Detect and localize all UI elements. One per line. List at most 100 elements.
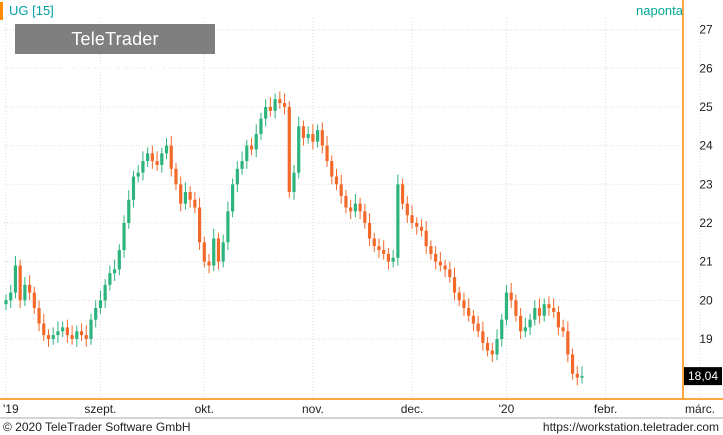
candle-body: [434, 253, 438, 262]
candle-body: [79, 331, 84, 336]
candle-body: [188, 192, 192, 200]
candle-body: [249, 145, 254, 150]
candle-body: [424, 230, 428, 247]
candle-body: [141, 161, 145, 173]
candle-body: [150, 153, 154, 162]
candle-body: [226, 211, 230, 243]
candle-body: [570, 354, 575, 374]
candle-body: [556, 311, 560, 328]
candle-body: [311, 134, 315, 142]
candle-body: [259, 118, 263, 135]
candle-body: [344, 195, 348, 208]
candle-body: [485, 342, 490, 351]
candle-body: [169, 145, 173, 169]
candle-body: [122, 222, 126, 251]
candle-body: [75, 331, 79, 339]
candle-body: [542, 304, 546, 316]
candle-body: [523, 327, 527, 332]
y-tick-label: 21: [699, 255, 713, 269]
brand-logo: TeleTrader WorkStation: [15, 24, 215, 79]
candle-body: [495, 338, 499, 355]
candle-body: [349, 207, 353, 212]
candle-body: [320, 130, 324, 146]
candle-body: [231, 184, 235, 212]
candle-body: [575, 373, 579, 378]
candle-body: [160, 153, 164, 165]
candle-body: [56, 331, 60, 336]
candle-body: [112, 269, 117, 274]
y-tick-label: 22: [699, 216, 713, 230]
candle-body: [353, 203, 357, 212]
candle-body: [552, 308, 556, 312]
candle-body: [367, 222, 372, 239]
candle-body: [533, 308, 537, 320]
source-url[interactable]: https://workstation.teletrader.com: [542, 420, 719, 434]
candle-body: [509, 292, 513, 301]
candle-body: [70, 335, 74, 339]
candle-body: [419, 226, 424, 231]
candle-body: [108, 273, 112, 285]
candle-body: [212, 238, 216, 266]
candle-body: [42, 323, 46, 336]
last-value-badge: [684, 367, 722, 386]
candle-body: [500, 319, 504, 339]
candle-body: [23, 284, 27, 301]
candle-body: [297, 126, 301, 173]
candle-body: [429, 246, 433, 254]
y-tick-label: 26: [699, 61, 713, 75]
candle-body: [490, 350, 494, 355]
candle-body: [136, 172, 140, 177]
candle-body: [330, 161, 334, 177]
candle-body: [547, 304, 551, 309]
x-tick-label: okt.: [195, 402, 214, 416]
candle-body: [264, 106, 268, 119]
brand-light-text: TeleTrader: [71, 29, 159, 49]
candle-body: [46, 335, 51, 339]
candle-body: [292, 172, 296, 193]
candle-body: [334, 176, 339, 185]
candle-body: [193, 199, 197, 208]
candle-body: [462, 300, 466, 309]
x-tick-label: nov.: [302, 402, 324, 416]
x-tick-label: '19: [3, 402, 19, 416]
candle-body: [32, 292, 36, 309]
candle-body: [127, 199, 131, 223]
candle-body: [18, 265, 22, 301]
axes: 19 20 21 22 23 24 25 26 27 '19 szept. okt. nov. dec. '…: [0, 0, 723, 419]
x-tick-label: '20: [499, 402, 515, 416]
candle-body: [306, 134, 310, 138]
candle-body: [235, 168, 239, 185]
candle-body: [415, 222, 419, 227]
candle-body: [457, 292, 461, 301]
candle-body: [94, 308, 98, 320]
candle-body: [164, 145, 169, 154]
candle-body: [207, 261, 211, 266]
x-tick-label: febr.: [594, 402, 617, 416]
candle-body: [452, 277, 457, 293]
candle-body: [410, 215, 414, 223]
candle-body: [61, 327, 65, 332]
candle-body: [146, 153, 150, 162]
candle-body: [254, 134, 258, 150]
candle-body: [179, 184, 183, 204]
y-tick-label: 24: [699, 139, 713, 153]
candle-body: [561, 327, 565, 332]
candle-body: [103, 284, 107, 301]
candlestick-series: [4, 91, 584, 386]
candle-body: [13, 265, 18, 293]
candle-body: [9, 292, 13, 301]
frequency-label[interactable]: naponta: [636, 3, 683, 18]
candle-body: [221, 242, 225, 262]
brand-bold-text: WorkStation: [61, 59, 169, 79]
last-value-text: 18,04: [688, 369, 718, 383]
candle-body: [155, 161, 159, 165]
y-tick-label: 23: [699, 177, 713, 191]
candle-body: [358, 203, 362, 212]
candle-body: [273, 99, 277, 111]
candle-body: [84, 335, 88, 339]
candle-body: [386, 253, 391, 262]
x-tick-label: szept.: [84, 402, 116, 416]
symbol-label[interactable]: UG [15]: [0, 2, 54, 20]
